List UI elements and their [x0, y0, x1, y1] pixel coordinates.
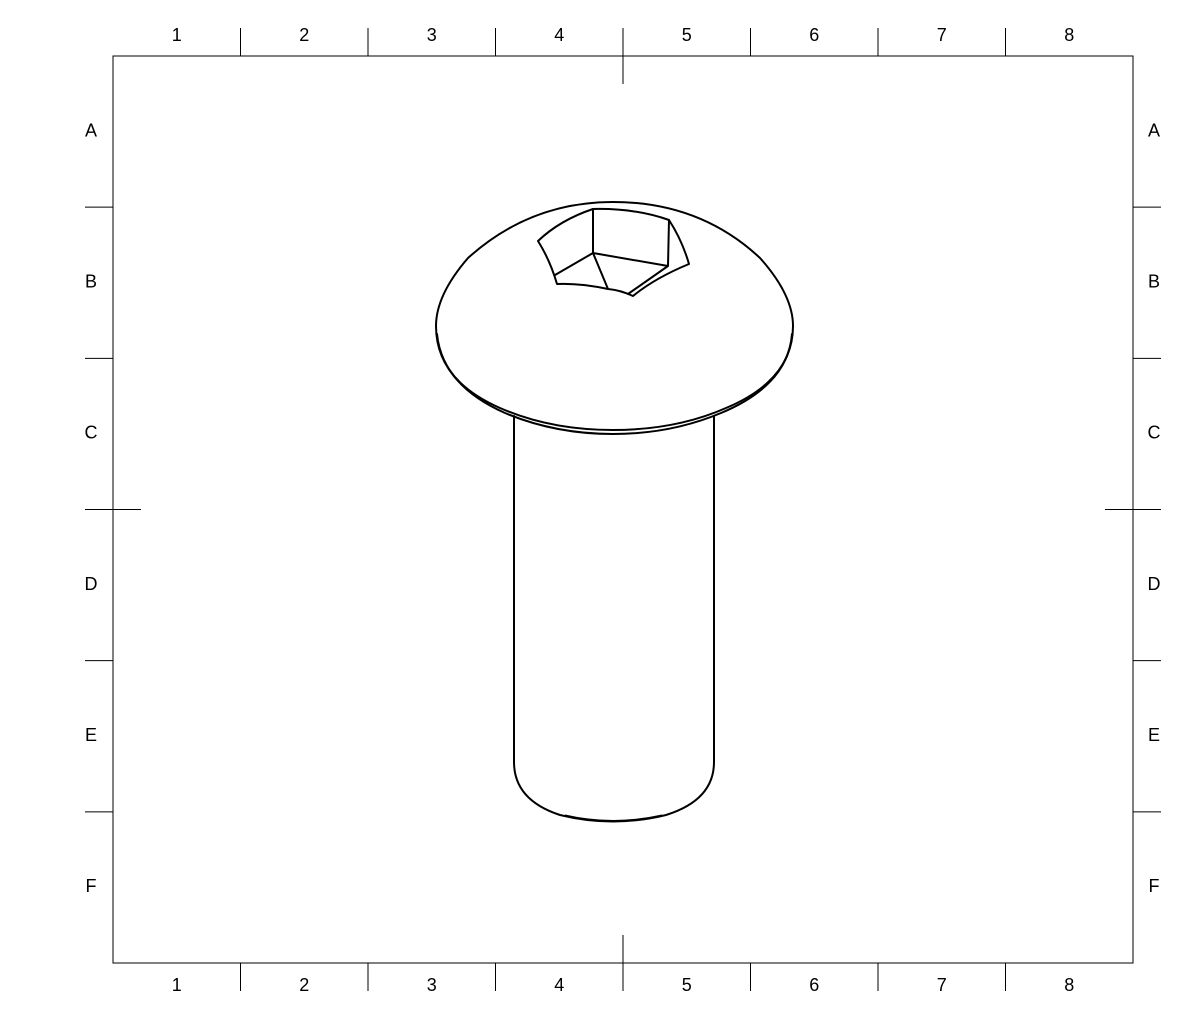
screw-shank: [513, 415, 715, 823]
screw-head-dome: [435, 201, 794, 327]
column-label-top: 7: [937, 25, 947, 45]
column-label-bottom: 6: [809, 975, 819, 995]
row-label-right: A: [1148, 120, 1160, 140]
screw-head-rim-lower: [436, 333, 793, 435]
row-label-right: B: [1148, 272, 1160, 292]
row-label-left: E: [85, 725, 97, 745]
drawing-frame: [112, 55, 1134, 964]
column-label-top: 6: [809, 25, 819, 45]
screw-head-rim: [435, 325, 794, 431]
row-label-left: D: [85, 574, 98, 594]
shank-end-edge: [564, 814, 663, 821]
column-label-bottom: 5: [682, 975, 692, 995]
row-label-right: D: [1148, 574, 1161, 594]
row-label-right: E: [1148, 725, 1160, 745]
hex-socket: [537, 207, 690, 297]
column-label-bottom: 3: [427, 975, 437, 995]
row-label-right: F: [1149, 876, 1160, 896]
column-label-bottom: 8: [1064, 975, 1074, 995]
column-label-top: 2: [299, 25, 309, 45]
column-label-bottom: 4: [554, 975, 564, 995]
column-label-bottom: 7: [937, 975, 947, 995]
row-label-right: C: [1148, 423, 1161, 443]
column-label-top: 3: [427, 25, 437, 45]
column-label-bottom: 2: [299, 975, 309, 995]
zone-ticks: [85, 28, 1161, 991]
row-label-left: C: [85, 423, 98, 443]
row-label-left: F: [86, 876, 97, 896]
column-label-top: 1: [172, 25, 182, 45]
column-label-bottom: 1: [172, 975, 182, 995]
row-label-left: B: [85, 272, 97, 292]
screw-drawing: [435, 201, 794, 823]
hex-socket-inner: [554, 208, 670, 295]
column-label-top: 4: [554, 25, 564, 45]
row-label-left: A: [85, 120, 97, 140]
zone-labels: 1 1 2 2 3 3 4 4 5 5 6 6 7 7 8 8 A A B B C C D D E E F F: [85, 25, 1161, 995]
column-label-top: 5: [682, 25, 692, 45]
column-label-top: 8: [1064, 25, 1074, 45]
